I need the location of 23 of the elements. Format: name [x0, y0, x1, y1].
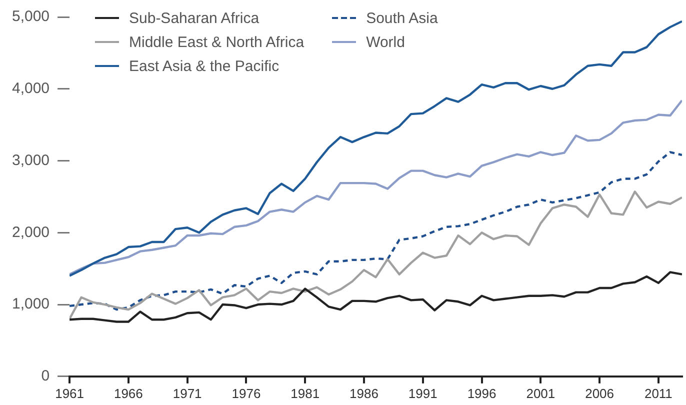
y-tick-label: 5,000: [12, 8, 50, 26]
x-tick-label: 1976: [232, 386, 261, 401]
legend-label: East Asia & the Pacific: [129, 58, 280, 74]
x-tick-label: 1996: [467, 386, 496, 401]
x-tick-label: 2011: [644, 386, 672, 401]
y-tick-label: 2,000: [12, 224, 50, 241]
x-tick-label: 1986: [350, 386, 378, 401]
x-tick-label: 1991: [408, 386, 438, 401]
legend-label: South Asia: [366, 10, 438, 26]
line-series: [70, 151, 682, 311]
y-tick-label: 0: [41, 368, 50, 385]
x-tick-label: 2001: [526, 386, 556, 401]
x-tick-label: 1961: [55, 386, 84, 401]
legend-label: Sub-Saharan Africa: [129, 10, 260, 26]
y-tick-label: 4,000: [12, 80, 50, 98]
legend-label: Middle East & North Africa: [129, 34, 304, 50]
x-tick-label: 1981: [290, 386, 320, 401]
legend-label: World: [366, 34, 405, 50]
y-tick-label: 1,000: [12, 296, 50, 313]
x-tick-label: 1971: [172, 386, 202, 401]
x-tick-label: 2006: [585, 386, 614, 401]
y-tick-label: 3,000: [12, 152, 50, 169]
x-tick-label: 1966: [114, 386, 143, 401]
